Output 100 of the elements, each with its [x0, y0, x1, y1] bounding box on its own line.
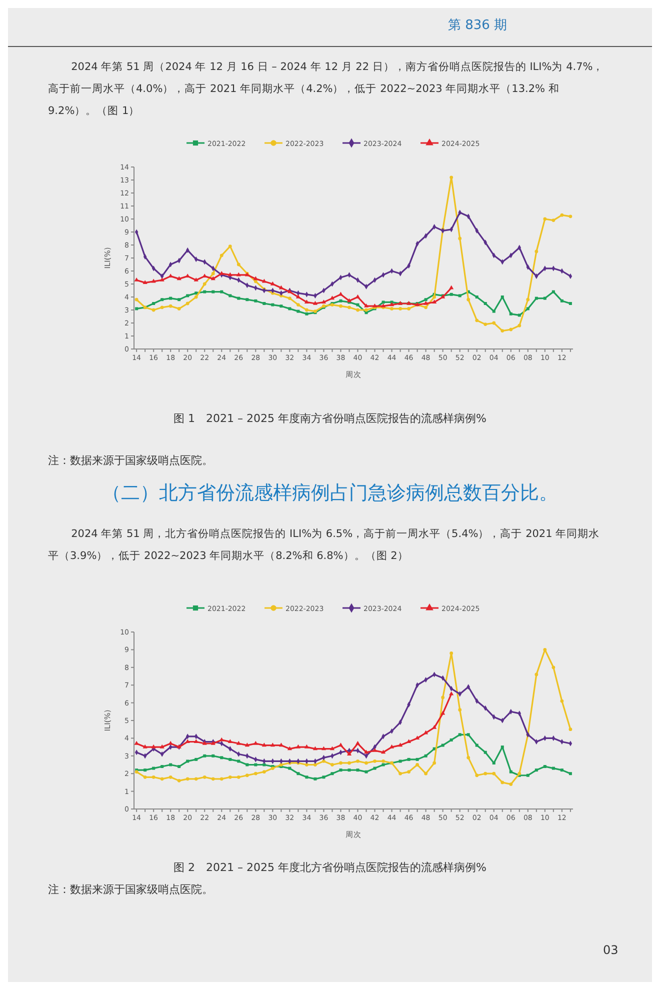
- point: [228, 244, 232, 248]
- point: [177, 307, 181, 310]
- point: [484, 322, 488, 326]
- point: [270, 281, 275, 286]
- point: [220, 777, 224, 781]
- point: [346, 298, 352, 302]
- point: [220, 756, 224, 760]
- point: [296, 310, 300, 313]
- point: [509, 312, 512, 316]
- point: [560, 299, 564, 302]
- point: [178, 298, 181, 302]
- point: [212, 754, 215, 758]
- point: [424, 754, 428, 758]
- point: [364, 308, 368, 312]
- point: [160, 777, 164, 781]
- point: [134, 277, 139, 282]
- point: [244, 742, 250, 747]
- point: [543, 217, 547, 221]
- point: [339, 761, 342, 765]
- point: [475, 318, 479, 322]
- point: [390, 744, 394, 748]
- point: [142, 744, 148, 748]
- point: [270, 742, 275, 747]
- point: [560, 768, 564, 772]
- point: [202, 282, 206, 286]
- point: [568, 214, 572, 218]
- point: [287, 746, 292, 750]
- text: 2024 年第 51 周，北方省份哨点医院报告的 ILI%为 6.5%，高于前一周水平（5.4%），高于 2021 年同期水平（3.9%），低于 2022~2023 年同期水平（8.2%和 6.8%）。（图 2）: [48, 527, 601, 564]
- point: [407, 758, 410, 761]
- point: [322, 776, 326, 779]
- point: [441, 696, 445, 700]
- point: [296, 303, 300, 306]
- point: [346, 752, 352, 756]
- point: [280, 304, 283, 308]
- point: [500, 296, 504, 298]
- point: [254, 772, 258, 776]
- point: [330, 763, 334, 766]
- point: [246, 763, 249, 766]
- point: [152, 775, 156, 779]
- point: [160, 744, 164, 748]
- point: [518, 324, 522, 328]
- point: [509, 328, 513, 332]
- point: [228, 294, 232, 298]
- point: [509, 782, 513, 786]
- point: [194, 295, 198, 299]
- point: [321, 746, 326, 750]
- point: [552, 766, 555, 770]
- point: [278, 742, 284, 747]
- point: [210, 276, 216, 280]
- point: [160, 765, 164, 768]
- point: [424, 730, 428, 734]
- point: [312, 746, 318, 750]
- point: [466, 298, 470, 302]
- point: [364, 303, 369, 308]
- point: [466, 733, 470, 736]
- point: [322, 760, 326, 763]
- point: [296, 772, 300, 776]
- point: [450, 292, 453, 296]
- point: [526, 298, 530, 302]
- point: [176, 276, 182, 280]
- point: [458, 236, 462, 240]
- point: [534, 768, 538, 772]
- point: [348, 768, 351, 772]
- point: [534, 672, 538, 676]
- point: [151, 744, 156, 748]
- point: [305, 308, 308, 312]
- point: [330, 772, 334, 776]
- point: [484, 302, 487, 305]
- point: [518, 314, 521, 317]
- point: [186, 302, 190, 306]
- point: [380, 303, 386, 308]
- point: [288, 766, 292, 770]
- text: 注：数据来源于国家级哨点医院。: [48, 882, 213, 897]
- point: [458, 294, 462, 298]
- point: [254, 763, 258, 766]
- point: [194, 758, 198, 761]
- point: [406, 739, 412, 744]
- point: [245, 774, 249, 778]
- point: [168, 304, 172, 308]
- point: [356, 760, 360, 763]
- point: [552, 666, 556, 670]
- point: [203, 754, 206, 758]
- point: [169, 296, 172, 300]
- point: [253, 276, 258, 280]
- point: [466, 756, 470, 760]
- point: [177, 778, 181, 782]
- point: [237, 760, 240, 763]
- point: [304, 300, 309, 304]
- point: [202, 775, 206, 779]
- point: [500, 780, 504, 784]
- point: [338, 742, 344, 747]
- point: [543, 648, 547, 652]
- point: [560, 699, 564, 703]
- point: [253, 740, 258, 745]
- point: [526, 774, 530, 777]
- point: [458, 708, 462, 712]
- point: [211, 777, 215, 781]
- point: [356, 768, 360, 772]
- line-series: [134, 648, 572, 786]
- point: [568, 302, 572, 305]
